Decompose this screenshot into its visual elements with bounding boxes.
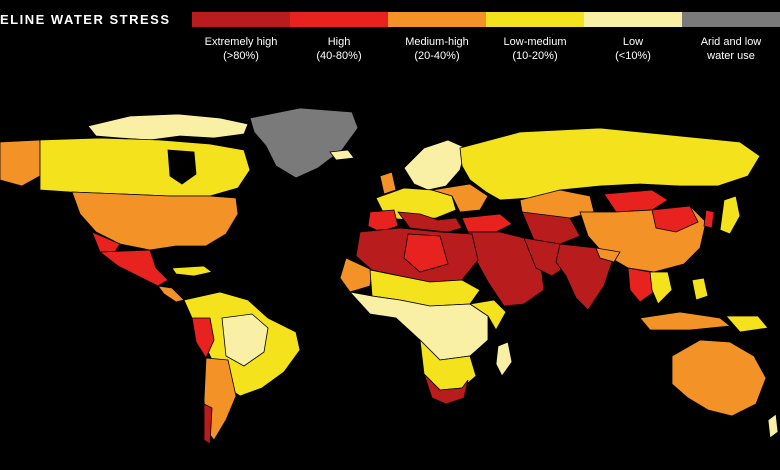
legend-item-high: High (40-80%) (290, 12, 388, 72)
region-southeast-asia (627, 267, 655, 303)
legend-name-high: High (327, 36, 351, 48)
legend-name-extremely-high: Extremely high (204, 36, 278, 48)
legend-swatch-low (584, 12, 682, 27)
region-brazil (221, 313, 269, 367)
region-arctic-islands (87, 113, 249, 141)
region-north-china (651, 205, 699, 233)
region-madagascar (495, 341, 513, 377)
region-turkey (461, 213, 513, 233)
region-australia (671, 339, 767, 417)
legend-range-low-medium: (10-20%) (512, 50, 558, 62)
legend-name-arid: Arid and low (700, 36, 762, 48)
region-iceland (329, 149, 355, 161)
world-map (0, 107, 779, 445)
legend-label-medium-high: Medium-high (20-40%) (388, 35, 486, 63)
region-usa (71, 191, 239, 251)
region-nepal (595, 247, 621, 263)
region-mongolia (603, 189, 669, 213)
region-middle-east (467, 231, 545, 307)
region-central-asia (521, 211, 581, 245)
legend-label-low: Low (<10%) (584, 35, 682, 63)
legend-swatch-high (290, 12, 388, 27)
legend-label-extremely-high: Extremely high (>80%) (192, 35, 290, 63)
region-indonesia (639, 311, 732, 331)
legend-item-low: Low (<10%) (584, 12, 682, 72)
region-uk (379, 171, 397, 195)
region-peru (191, 317, 215, 359)
region-central-america (157, 285, 185, 303)
region-south-africa (423, 373, 469, 405)
region-korea (703, 209, 715, 229)
region-greenland (249, 107, 359, 179)
region-canada (39, 137, 251, 197)
region-russia (459, 127, 761, 201)
region-papua (725, 315, 769, 333)
region-east-europe (431, 183, 489, 213)
region-patagonia (203, 403, 213, 445)
region-scandinavia (403, 139, 467, 191)
legend-swatch-low-medium (486, 12, 584, 27)
region-south-europe (397, 211, 463, 233)
legend-range-arid: water use (707, 50, 755, 62)
legend-range-low: (<10%) (615, 50, 651, 62)
region-alaska (0, 139, 41, 187)
legend-swatch-medium-high (388, 12, 486, 27)
legend-name-low: Low (622, 36, 644, 48)
legend-label-arid: Arid and low water use (682, 35, 780, 63)
region-indochina (649, 271, 673, 305)
region-new-zealand (767, 413, 779, 439)
legend-range-extremely-high: (>80%) (223, 50, 259, 62)
region-east-africa (468, 299, 507, 331)
legend-label-low-medium: Low-medium (10-20%) (486, 35, 584, 63)
legend-range-high: (40-80%) (316, 50, 362, 62)
region-mexico (98, 249, 169, 287)
legend-label-high: High (40-80%) (290, 35, 388, 63)
legend-name-low-medium: Low-medium (503, 36, 567, 48)
region-philippines (691, 277, 709, 301)
legend-name-medium-high: Medium-high (405, 36, 469, 48)
legend: Extremely high (>80%) High (40-80%) Medi… (192, 12, 780, 72)
region-central-africa (348, 291, 489, 361)
legend-item-arid: Arid and low water use (682, 12, 780, 72)
legend-item-low-medium: Low-medium (10-20%) (486, 12, 584, 72)
region-libya (403, 233, 449, 273)
legend-swatch-extremely-high (192, 12, 290, 27)
region-west-africa (339, 257, 373, 293)
region-hudson-bay (167, 149, 197, 185)
region-japan (719, 195, 741, 235)
map-title: ELINE WATER STRESS (0, 12, 171, 27)
legend-range-medium-high: (20-40%) (414, 50, 460, 62)
legend-swatch-arid (682, 12, 780, 27)
legend-item-extremely-high: Extremely high (>80%) (192, 12, 290, 72)
legend-item-medium-high: Medium-high (20-40%) (388, 12, 486, 72)
region-caribbean (171, 265, 213, 277)
